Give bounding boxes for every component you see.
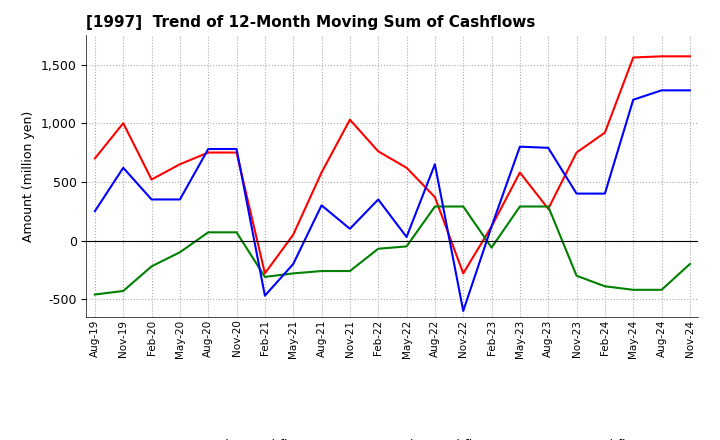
Operating Cashflow [346,117,354,122]
Investing Cashflow [289,271,297,276]
Free Cashflow [374,197,382,202]
Operating Cashflow [289,232,297,237]
Free Cashflow [318,203,326,208]
Operating Cashflow [402,165,411,170]
Free Cashflow [91,209,99,214]
Investing Cashflow [148,264,156,269]
Free Cashflow [629,97,637,103]
Investing Cashflow [233,230,241,235]
Free Cashflow [572,191,581,196]
Free Cashflow [685,88,694,93]
Investing Cashflow [431,204,439,209]
Free Cashflow [176,197,184,202]
Investing Cashflow [91,292,99,297]
Legend: Operating Cashflow, Investing Cashflow, Free Cashflow: Operating Cashflow, Investing Cashflow, … [136,434,649,440]
Operating Cashflow [629,55,637,60]
Operating Cashflow [318,170,326,175]
Text: [1997]  Trend of 12-Month Moving Sum of Cashflows: [1997] Trend of 12-Month Moving Sum of C… [86,15,536,30]
Operating Cashflow [685,54,694,59]
Operating Cashflow [487,224,496,229]
Free Cashflow [346,226,354,231]
Free Cashflow [119,165,127,170]
Operating Cashflow [544,206,552,212]
Operating Cashflow [516,170,524,175]
Operating Cashflow [600,130,609,135]
Line: Operating Cashflow: Operating Cashflow [95,56,690,273]
Free Cashflow [657,88,666,93]
Free Cashflow [289,261,297,267]
Investing Cashflow [629,287,637,293]
Operating Cashflow [204,150,212,155]
Line: Free Cashflow: Free Cashflow [95,90,690,311]
Investing Cashflow [572,273,581,279]
Investing Cashflow [459,204,467,209]
Investing Cashflow [516,204,524,209]
Free Cashflow [600,191,609,196]
Free Cashflow [487,224,496,229]
Operating Cashflow [176,161,184,167]
Investing Cashflow [318,268,326,274]
Investing Cashflow [204,230,212,235]
Free Cashflow [459,308,467,314]
Operating Cashflow [657,54,666,59]
Line: Investing Cashflow: Investing Cashflow [95,206,690,294]
Investing Cashflow [600,284,609,289]
Operating Cashflow [374,149,382,154]
Investing Cashflow [544,204,552,209]
Investing Cashflow [346,268,354,274]
Operating Cashflow [233,150,241,155]
Free Cashflow [233,147,241,152]
Investing Cashflow [261,274,269,279]
Free Cashflow [431,161,439,167]
Free Cashflow [402,235,411,240]
Free Cashflow [544,145,552,150]
Operating Cashflow [148,177,156,182]
Y-axis label: Amount (million yen): Amount (million yen) [22,110,35,242]
Operating Cashflow [431,194,439,200]
Operating Cashflow [459,271,467,276]
Investing Cashflow [176,249,184,255]
Investing Cashflow [487,245,496,250]
Operating Cashflow [91,156,99,161]
Free Cashflow [148,197,156,202]
Operating Cashflow [261,271,269,276]
Investing Cashflow [119,288,127,293]
Free Cashflow [261,293,269,298]
Investing Cashflow [685,261,694,267]
Investing Cashflow [374,246,382,251]
Free Cashflow [204,147,212,152]
Operating Cashflow [572,150,581,155]
Operating Cashflow [119,121,127,126]
Investing Cashflow [402,244,411,249]
Investing Cashflow [657,287,666,293]
Free Cashflow [516,144,524,149]
